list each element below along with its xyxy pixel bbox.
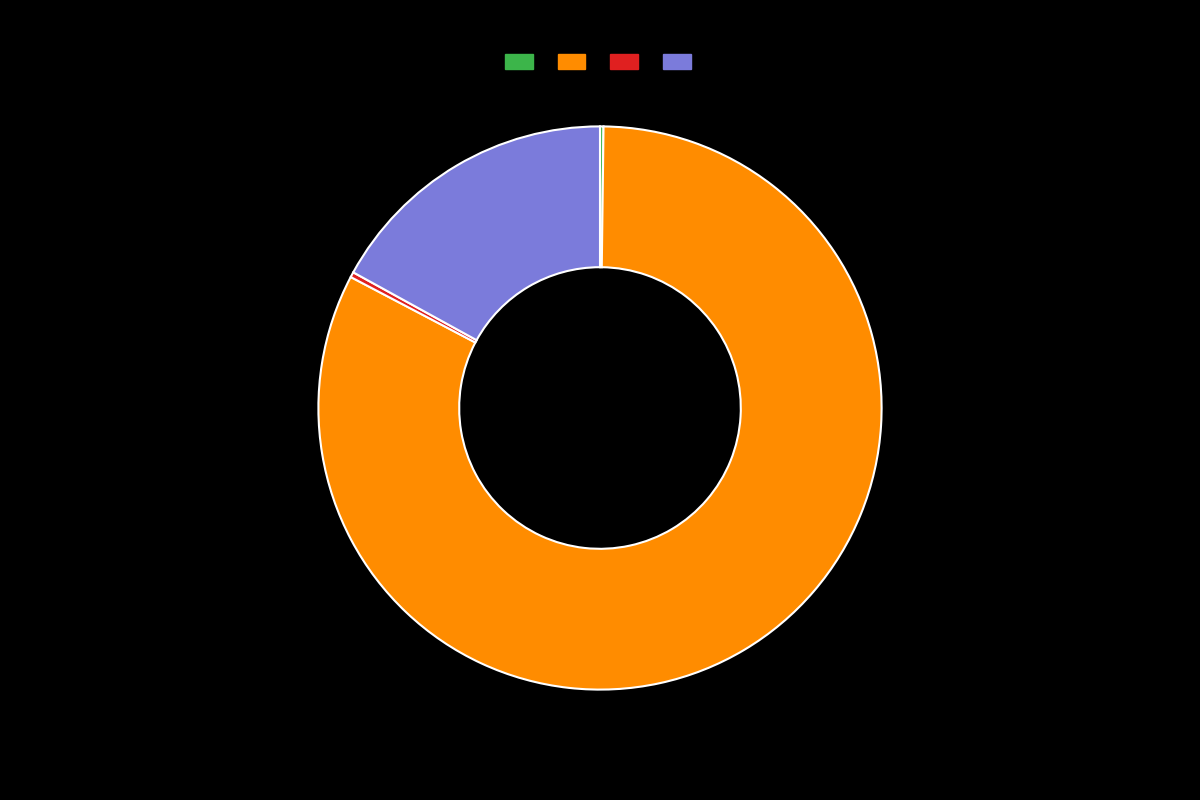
Wedge shape bbox=[318, 126, 882, 690]
Wedge shape bbox=[350, 272, 476, 342]
Wedge shape bbox=[600, 126, 604, 267]
Legend: , , , : , , , bbox=[499, 49, 701, 74]
Wedge shape bbox=[353, 126, 600, 340]
